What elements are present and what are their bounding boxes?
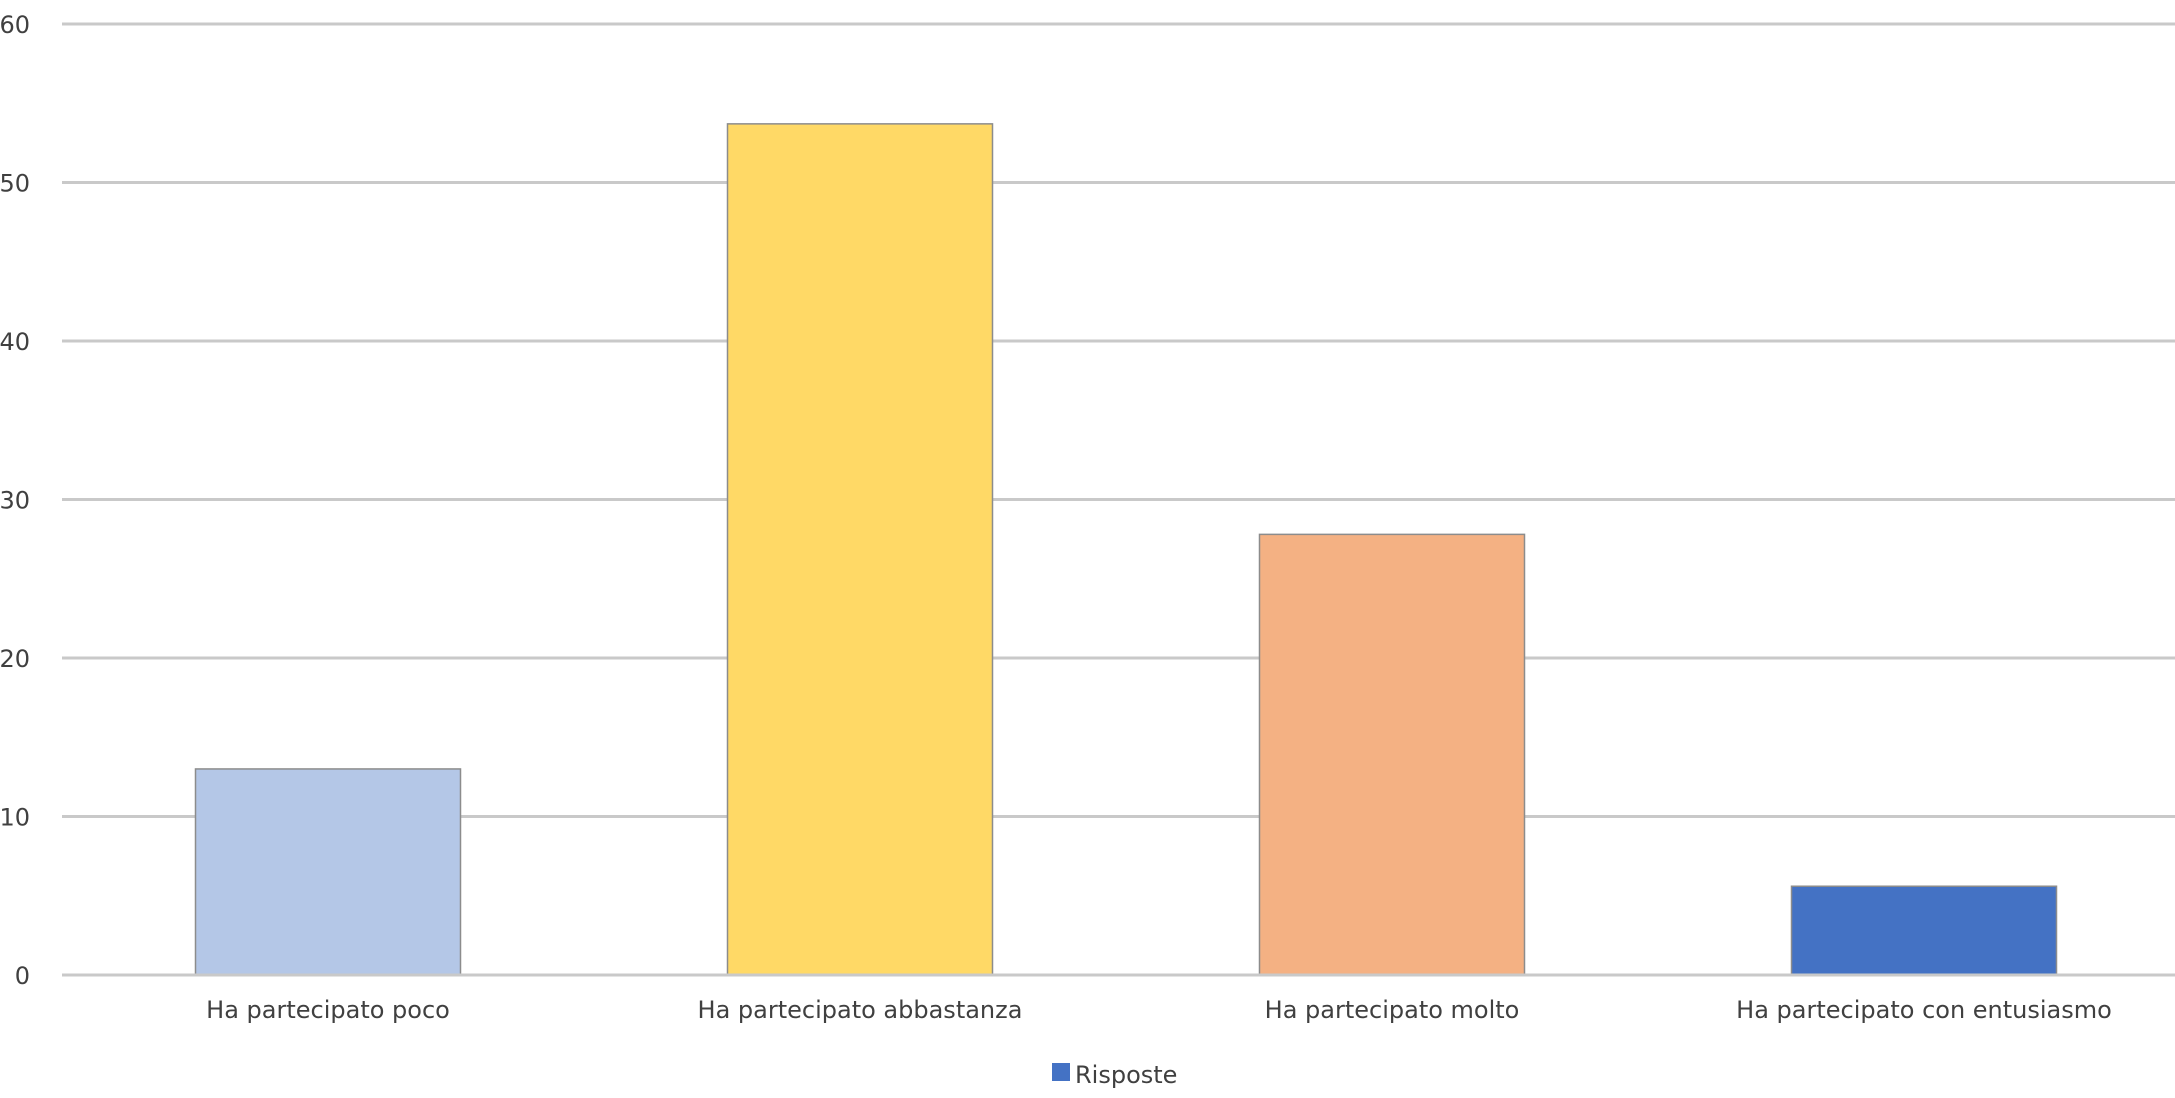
- y-axis-ticks: 0 10 20 30 40 50 60: [0, 11, 30, 990]
- y-tick-label: 50: [0, 170, 30, 198]
- x-tick-label: Ha partecipato poco: [206, 996, 450, 1024]
- x-tick-label: Ha partecipato molto: [1265, 996, 1520, 1024]
- legend: Risposte: [1052, 1061, 1177, 1089]
- bar: [194, 768, 462, 976]
- y-tick-label: 10: [0, 804, 30, 832]
- legend-swatch: [1052, 1063, 1070, 1081]
- y-tick-label: 0: [15, 962, 30, 990]
- y-tick-label: 30: [0, 487, 30, 515]
- x-tick-label: Ha partecipato abbastanza: [698, 996, 1023, 1024]
- legend-label: Risposte: [1075, 1061, 1177, 1089]
- bar: [1258, 533, 1526, 976]
- y-tick-label: 40: [0, 328, 30, 356]
- bars: [62, 123, 2175, 977]
- y-tick-label: 60: [0, 11, 30, 39]
- x-tick-label: Ha partecipato con entusiasmo: [1736, 996, 2112, 1024]
- bar: [726, 123, 994, 976]
- x-axis-labels: Ha partecipato poco Ha partecipato abbast…: [206, 996, 2112, 1024]
- y-tick-label: 20: [0, 645, 30, 673]
- bar: [1790, 885, 2058, 976]
